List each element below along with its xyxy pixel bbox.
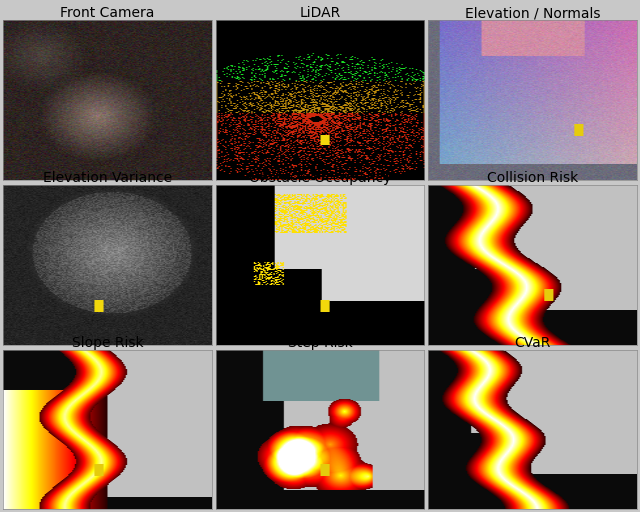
Title: Elevation Variance: Elevation Variance [43,171,172,185]
Title: Step Risk: Step Risk [287,336,353,350]
Title: LiDAR: LiDAR [300,7,340,20]
Title: Slope Risk: Slope Risk [72,336,143,350]
Title: Collision Risk: Collision Risk [487,171,578,185]
Title: Front Camera: Front Camera [60,7,155,20]
Title: CVaR: CVaR [515,336,551,350]
Title: Obstacle Occupancy: Obstacle Occupancy [249,171,391,185]
Title: Elevation / Normals: Elevation / Normals [465,7,600,20]
